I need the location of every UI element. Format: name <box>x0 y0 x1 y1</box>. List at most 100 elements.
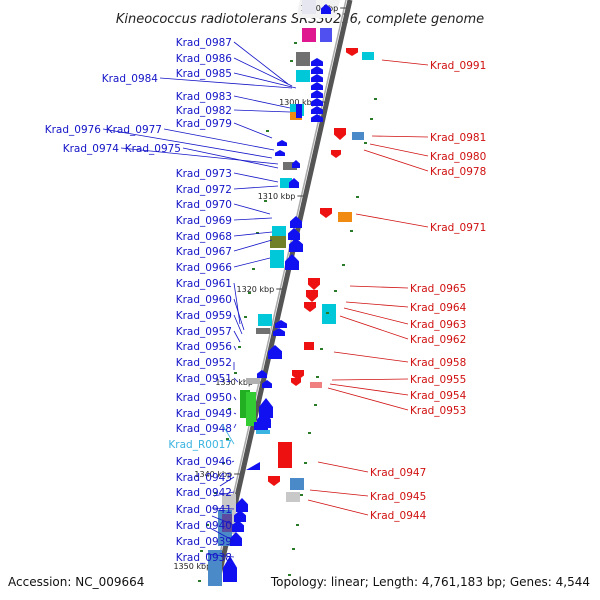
gene-label-left[interactable]: Krad_0969 <box>176 215 232 227</box>
gene-label-left[interactable]: Krad_0975 <box>125 143 181 155</box>
gene-label-left[interactable]: Krad_0976 <box>45 124 102 136</box>
gene-label-left[interactable]: Krad_0970 <box>176 199 232 211</box>
track-marker <box>364 142 367 144</box>
gene-label-right[interactable]: Krad_0945 <box>370 491 426 503</box>
gene-label-right[interactable]: Krad_0955 <box>410 374 466 386</box>
gene-label-left[interactable]: Krad_0966 <box>176 262 233 274</box>
gene-label-leader <box>355 213 429 228</box>
gene-label-leader <box>327 387 409 411</box>
gene-label-left[interactable]: Krad_0938 <box>176 552 232 564</box>
gene-annotation-box <box>304 342 314 350</box>
gene-label-left[interactable]: Krad_0952 <box>176 357 232 369</box>
gene-label-left[interactable]: Krad_0979 <box>176 118 232 130</box>
track-marker <box>288 574 291 576</box>
gene-annotation-box <box>320 28 332 42</box>
gene-label-left[interactable]: Krad_0960 <box>176 294 232 306</box>
gene-label-leader <box>381 59 429 66</box>
gene-arrow-forward <box>268 345 282 359</box>
gene-label-right[interactable]: Krad_0965 <box>410 283 466 295</box>
gene-arrow-forward <box>277 140 287 146</box>
gene-annotation-box <box>280 178 292 188</box>
gene-arrow-forward <box>273 328 285 336</box>
gene-label-leader <box>233 109 291 113</box>
track-marker <box>244 316 247 318</box>
track-marker <box>370 118 373 120</box>
gene-label-right[interactable]: Krad_0954 <box>410 390 467 402</box>
gene-arrow-forward <box>232 520 244 532</box>
gene-arrow-reverse <box>291 378 301 386</box>
gene-label-left[interactable]: Krad_0943 <box>176 472 232 484</box>
gene-label-leader <box>219 476 235 487</box>
gene-label-left[interactable]: Krad_0985 <box>176 68 232 80</box>
gene-label-left[interactable]: Krad_0940 <box>176 520 232 532</box>
track-marker <box>222 462 225 464</box>
gene-label-left[interactable]: Krad_0959 <box>176 310 232 322</box>
gene-label-left[interactable]: Krad_0984 <box>102 73 159 85</box>
gene-label-left[interactable]: Krad_0948 <box>176 423 232 435</box>
gene-label-leader <box>233 41 289 85</box>
track-marker <box>308 432 311 434</box>
gene-label-left[interactable]: Krad_0939 <box>176 536 232 548</box>
gene-label-left[interactable]: Krad_0973 <box>176 168 232 180</box>
track-marker <box>326 312 329 314</box>
gene-label-left[interactable]: Krad_0956 <box>176 341 233 353</box>
gene-label-left[interactable]: Krad_0983 <box>176 91 232 103</box>
gene-label-leader <box>233 172 279 183</box>
gene-label-left[interactable]: Krad_0949 <box>176 408 232 420</box>
gene-label-leader <box>339 315 409 340</box>
gene-arrow-forward <box>259 398 273 418</box>
gene-arrow-forward <box>311 74 323 82</box>
gene-label-left[interactable]: Krad_0967 <box>176 246 232 258</box>
gene-annotation-box <box>256 328 270 334</box>
gene-label-left[interactable]: Krad_0968 <box>176 231 232 243</box>
gene-arrow-forward <box>289 238 303 252</box>
track-marker <box>198 580 201 582</box>
gene-label-right[interactable]: Krad_0980 <box>430 151 486 163</box>
gene-arrow-forward <box>311 58 323 66</box>
gene-label-right[interactable]: Krad_0962 <box>410 334 466 346</box>
gene-label-leader <box>233 122 273 139</box>
gene-arrow-reverse <box>320 208 332 218</box>
gene-arrow-reverse <box>308 278 320 290</box>
gene-annotation-box <box>302 28 316 42</box>
gene-label-left[interactable]: Krad_0946 <box>176 456 233 468</box>
gene-label-left[interactable]: Krad_0987 <box>176 37 232 49</box>
gene-label-left[interactable]: Krad_0986 <box>176 53 233 65</box>
gene-label-left[interactable]: Krad_0982 <box>176 105 232 117</box>
gene-label-left[interactable]: Krad_0951 <box>176 373 232 385</box>
gene-annotation-box <box>310 382 322 388</box>
gene-label-right[interactable]: Krad_0991 <box>430 60 486 72</box>
gene-label-right[interactable]: Krad_0947 <box>370 467 426 479</box>
gene-label-left[interactable]: Krad_R0017 <box>168 439 232 451</box>
gene-label-left[interactable]: Krad_0972 <box>176 184 232 196</box>
gene-label-left[interactable]: Krad_0974 <box>63 143 120 155</box>
gene-annotation-box <box>254 422 268 430</box>
gene-label-leader <box>333 351 409 363</box>
gene-label-right[interactable]: Krad_0971 <box>430 222 486 234</box>
gene-label-right[interactable]: Krad_0953 <box>410 405 466 417</box>
gene-label-left[interactable]: Krad_0950 <box>176 392 232 404</box>
right-labels: Krad_0991 Krad_0981 Krad_0980 Krad_0978 Krad… <box>307 59 486 522</box>
gene-label-right[interactable]: Krad_0964 <box>410 302 467 314</box>
gene-arrow-forward <box>275 150 285 156</box>
gene-label-right[interactable]: Krad_0963 <box>410 319 466 331</box>
gene-label-left[interactable]: Krad_0941 <box>176 504 232 516</box>
gene-annotation-box <box>246 392 256 426</box>
track-marker <box>314 404 317 406</box>
gene-label-left[interactable]: Krad_0957 <box>176 326 232 338</box>
gene-label-left[interactable]: Krad_0942 <box>176 487 232 499</box>
gene-label-left[interactable]: Krad_0977 <box>106 124 162 136</box>
gene-arrow-forward <box>311 90 323 98</box>
gene-label-left[interactable]: Krad_0961 <box>176 278 232 290</box>
gene-label-right[interactable]: Krad_0944 <box>370 510 427 522</box>
gene-label-right[interactable]: Krad_0981 <box>430 132 486 144</box>
gene-label-right[interactable]: Krad_0978 <box>430 166 486 178</box>
gene-label-leader <box>309 489 369 497</box>
track-marker <box>266 130 269 132</box>
gene-label-leader <box>233 57 293 87</box>
left-labels: Krad_0987 Krad_0986 Krad_0985 Krad_0984 Krad… <box>45 37 297 564</box>
gene-label-right[interactable]: Krad_0958 <box>410 357 466 369</box>
feature-layer <box>208 0 374 586</box>
track-marker <box>350 230 353 232</box>
